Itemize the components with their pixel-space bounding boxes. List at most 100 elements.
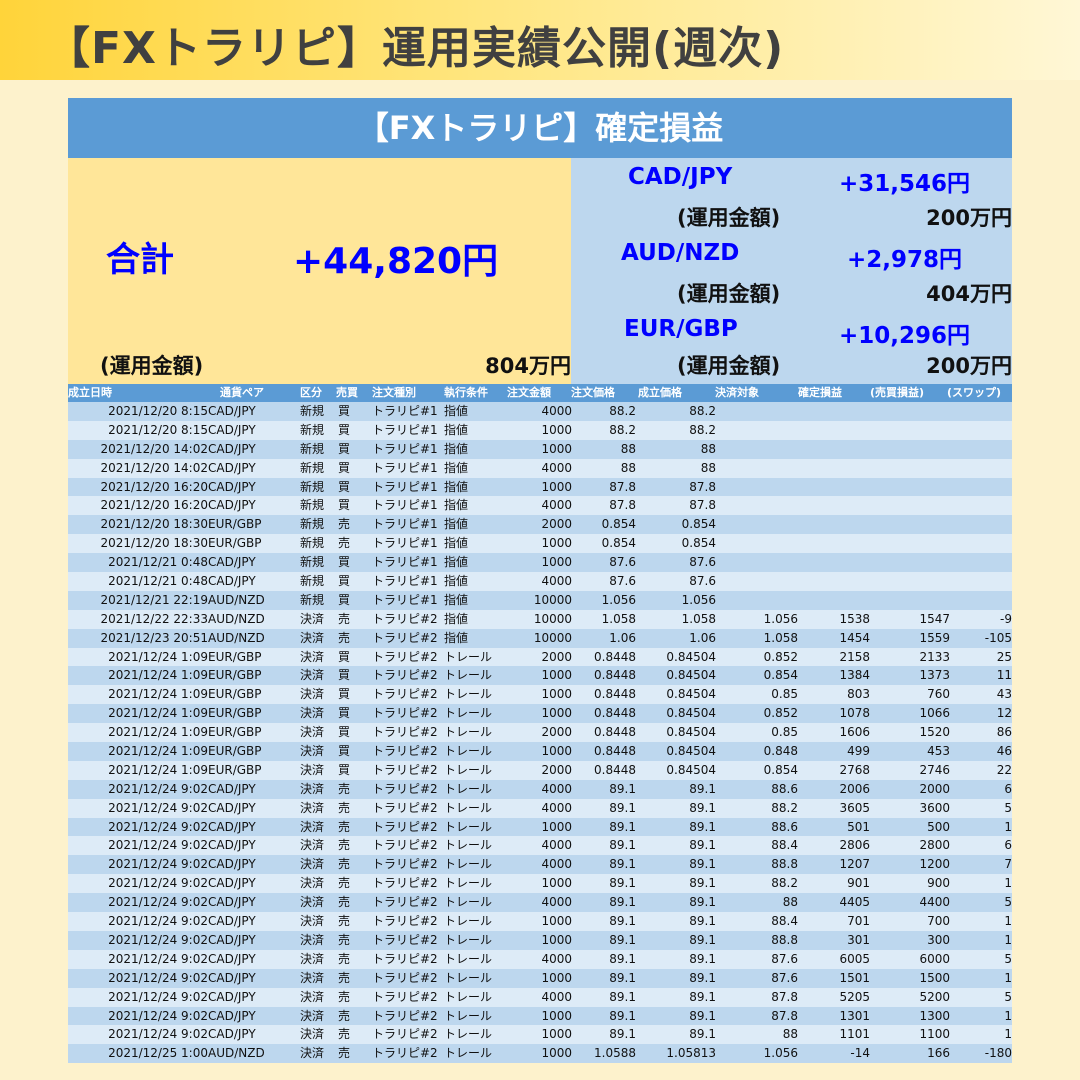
cell-amount: 4000 (541, 857, 572, 872)
pair-profit: +31,546円 (839, 171, 971, 197)
cell-order-type: トラリピ#1 (372, 574, 438, 589)
cell-kubun: 決済 (300, 838, 325, 853)
profit-panel: 【FXトラリピ】確定損益 合計 +44,820円 (運用金額) 804万円 CA… (68, 98, 1012, 1064)
cell-order-price: 89.1 (609, 857, 636, 872)
cell-settle-target (716, 591, 798, 610)
page-title: 【FXトラリピ】運用実績公開(週次) (46, 23, 785, 74)
cell-amount: 1000 (541, 687, 572, 702)
header-col-amount: 注文金額 (507, 386, 551, 399)
cell-order-type: トラリピ#2 (372, 687, 438, 702)
cell-swap: 5 (1004, 800, 1012, 815)
cell-pair: EUR/GBP (208, 687, 262, 702)
cell-profit (798, 553, 870, 572)
cell-side: 売 (338, 932, 351, 947)
cell-trade-profit: 166 (927, 1046, 950, 1061)
cell-amount: 1000 (541, 422, 572, 437)
cell-order-price: 1.058 (601, 611, 636, 626)
cell-pair: EUR/GBP (208, 744, 262, 759)
header-col-fill-price: 成立価格 (638, 386, 682, 399)
cell-amount: 1000 (541, 744, 572, 759)
cell-side: 買 (338, 460, 351, 475)
cell-settle-target: 88 (782, 895, 798, 910)
cell-pair: CAD/JPY (208, 819, 256, 834)
cell-condition: 指値 (444, 555, 469, 570)
header-col-settle-target: 決済対象 (715, 386, 759, 399)
cell-kubun: 決済 (300, 970, 325, 985)
cell-side: 売 (338, 1046, 351, 1061)
cell-condition: 指値 (444, 441, 469, 456)
cell-fill-price: 1.058 (681, 611, 716, 626)
header-col-profit: 確定損益 (798, 386, 842, 399)
cell-kubun: 新規 (300, 479, 325, 494)
cell-profit (798, 534, 870, 553)
cell-swap (950, 402, 1012, 421)
cell-condition: 指値 (444, 630, 469, 645)
cell-swap: 86 (996, 725, 1012, 740)
pair-name: EUR/GBP (624, 316, 738, 342)
cell-order-type: トラリピ#2 (372, 800, 438, 815)
cell-pair: CAD/JPY (208, 404, 256, 418)
cell-settle-target: 87.8 (771, 989, 798, 1004)
cell-fill-price: 87.8 (689, 479, 716, 494)
total-label: 合計 (106, 240, 174, 280)
cell-side: 買 (338, 649, 351, 664)
cell-condition: トレール (444, 781, 493, 796)
cell-condition: 指値 (444, 498, 469, 513)
cell-profit: 803 (847, 687, 870, 702)
cell-order-type: トラリピ#1 (372, 592, 438, 607)
cell-amount: 10000 (533, 611, 572, 626)
cell-order-type: トラリピ#1 (372, 555, 438, 570)
cell-trade-profit (870, 459, 950, 478)
cell-kubun: 決済 (300, 819, 325, 834)
header-col-order-type: 注文種別 (372, 386, 416, 399)
cell-fill-price: 0.84504 (666, 649, 716, 664)
cell-pair: CAD/JPY (208, 914, 256, 929)
cell-swap: 46 (996, 744, 1012, 759)
cell-amount: 1000 (541, 441, 572, 456)
cell-order-price: 89.1 (609, 989, 636, 1004)
cell-order-price: 89.1 (609, 895, 636, 910)
cell-profit (798, 421, 870, 440)
cell-side: 売 (338, 970, 351, 985)
cell-profit: 1101 (839, 1027, 870, 1042)
cell-datetime: 2021/12/21 0:48 (108, 555, 208, 570)
cell-datetime: 2021/12/20 8:15 (108, 422, 208, 437)
cell-trade-profit: 1100 (919, 1027, 950, 1042)
cell-profit (798, 402, 870, 421)
cell-swap (950, 553, 1012, 572)
cell-order-price: 89.1 (609, 876, 636, 891)
cell-settle-target (716, 496, 798, 515)
cell-pair: EUR/GBP (208, 649, 262, 664)
table-row: 2021/12/24 9:02 CAD/JPY 決済売 トラリピ#2 トレール 4000 8… (68, 987, 1012, 1007)
cell-fill-price: 89.1 (689, 932, 716, 947)
cell-datetime: 2021/12/20 8:15 (108, 404, 208, 418)
cell-datetime: 2021/12/24 1:09 (108, 706, 208, 721)
cell-fill-price: 89.1 (689, 1027, 716, 1042)
cell-swap (950, 496, 1012, 515)
cell-trade-profit: 6000 (919, 951, 950, 966)
cell-order-price: 0.8448 (594, 762, 636, 777)
cell-swap (950, 440, 1012, 459)
table-row: 2021/12/24 9:02 CAD/JPY 決済売 トラリピ#2 トレール 4000 8… (68, 798, 1012, 818)
pair-capital-label: (運用金額) (677, 282, 781, 306)
table-row: 2021/12/20 8:15 CAD/JPY 新規買 トラリピ#1 指値 1000 88.… (68, 420, 1012, 440)
cell-order-price: 89.1 (609, 819, 636, 834)
cell-order-type: トラリピ#1 (372, 422, 438, 437)
cell-settle-target: 88.6 (771, 819, 798, 834)
cell-trade-profit: 453 (927, 744, 950, 759)
total-capital-value: 804万円 (485, 354, 571, 378)
cell-datetime: 2021/12/24 9:02 (108, 838, 208, 853)
table-row: 2021/12/20 8:15 CAD/JPY 新規買 トラリピ#1 指値 4000 88.… (68, 402, 1012, 421)
cell-swap: 5 (1004, 989, 1012, 1004)
cell-settle-target: 88.6 (771, 781, 798, 796)
cell-kubun: 決済 (300, 744, 325, 759)
table-row: 2021/12/24 9:02 CAD/JPY 決済売 トラリピ#2 トレール 4000 8… (68, 779, 1012, 799)
cell-settle-target (716, 553, 798, 572)
pair-capital-label: (運用金額) (677, 354, 781, 378)
cell-fill-price: 89.1 (689, 876, 716, 891)
table-header: 成立日時 通貨ペア 区分 売買 注文種別 執行条件 注文金額 注文価格 成立価格 決済対象 確定損益… (68, 384, 1012, 402)
cell-order-type: トラリピ#2 (372, 989, 438, 1004)
cell-settle-target: 88.4 (771, 914, 798, 929)
cell-fill-price: 0.854 (681, 536, 716, 551)
cell-trade-profit: 2746 (919, 762, 950, 777)
